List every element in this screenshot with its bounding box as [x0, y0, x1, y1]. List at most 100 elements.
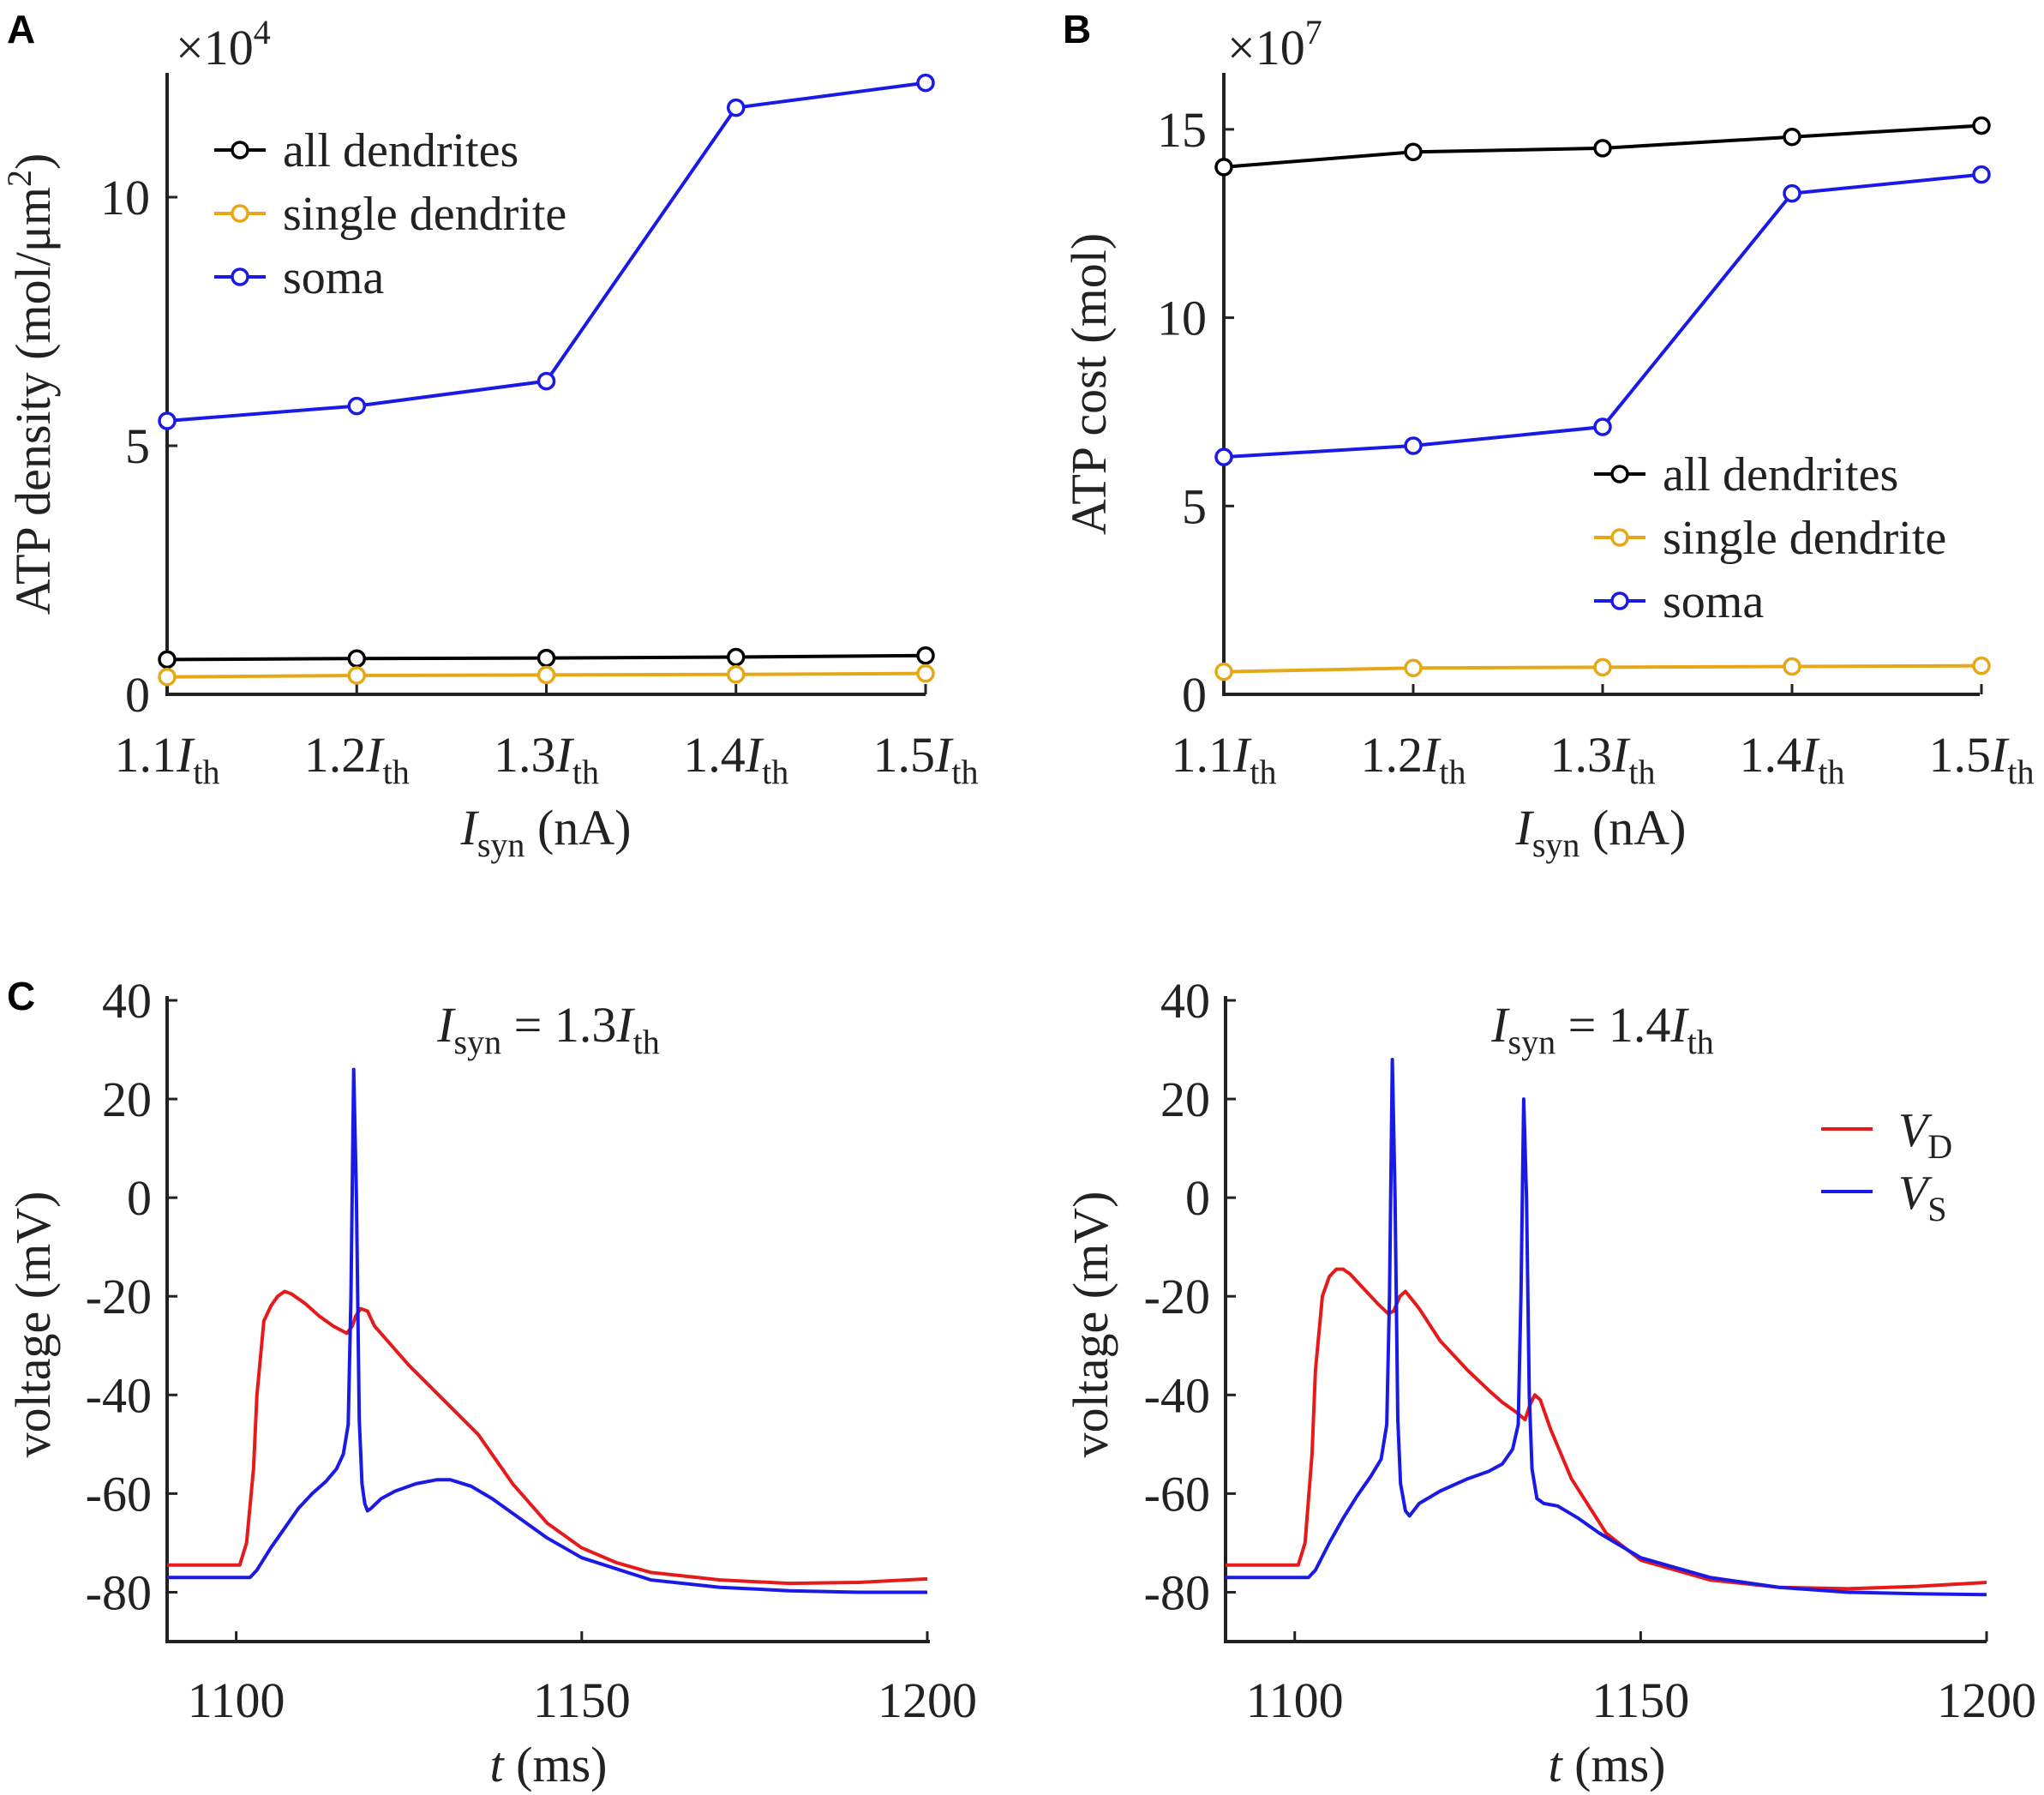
x-tick-label: 1100 [1246, 1672, 1344, 1728]
data-point [916, 646, 935, 665]
y-tick-label: -20 [1144, 1269, 1210, 1324]
panel-c-left-y-label: voltage (mV) [5, 1192, 61, 1458]
panel-c-left-chart: C 40 20 0 -20 -40 -60 -80 1100 1150 1200 Isyn = 1… [5, 973, 977, 1792]
y-tick-label: -80 [86, 1564, 152, 1620]
data-point [536, 665, 556, 685]
data-point [1593, 139, 1612, 158]
panel-b-y-label: ATP cost (mol) [1061, 233, 1117, 535]
data-point [1404, 436, 1423, 455]
data-point [536, 648, 556, 668]
y-tick-label: 20 [102, 1072, 152, 1127]
data-point [1214, 662, 1233, 681]
panel-a-multiplier: ×104 [176, 13, 271, 75]
data-point [1783, 127, 1801, 147]
x-tick-label: 1.2Ith [304, 727, 410, 791]
x-tick-label: 1.5Ith [873, 727, 979, 791]
panel-b-letter: B [1063, 7, 1091, 51]
data-point [158, 667, 177, 687]
panel-b-x-label: Isyn (nA) [1515, 800, 1687, 864]
legend-label: VS [1898, 1167, 1946, 1228]
x-tick-label: 1.3Ith [1550, 727, 1656, 791]
x-tick-label: 1.4Ith [1740, 727, 1845, 791]
legend-marker [231, 141, 249, 159]
panel-c-left-x-label: t (ms) [490, 1737, 608, 1792]
panel-a-chart: A 0 5 10 1.1Ith 1.2Ith 1.3Ith 1.4Ith 1.5Ith ×10… [0, 7, 978, 864]
y-tick-label: 20 [1160, 1072, 1210, 1127]
panel-a-x-label: Isyn (nA) [460, 800, 632, 864]
data-point [916, 663, 935, 683]
data-point [158, 411, 177, 430]
y-tick-label: -60 [86, 1466, 152, 1522]
panel-c-right-y-label: voltage (mV) [1063, 1192, 1118, 1458]
data-point [1783, 657, 1801, 676]
data-point [536, 371, 556, 391]
y-tick-label: -40 [86, 1367, 152, 1423]
y-tick-label: 0 [125, 667, 150, 723]
y-tick-label: -20 [86, 1269, 152, 1324]
data-point [916, 73, 935, 93]
data-point [1972, 165, 1991, 184]
legend-marker [231, 267, 249, 286]
y-tick-label: -40 [1144, 1367, 1210, 1423]
x-tick-label: 1.1Ith [1172, 727, 1277, 791]
x-tick-label: 1150 [533, 1672, 631, 1728]
panel-c-right-title: Isyn = 1.4Ith [1490, 997, 1714, 1061]
y-tick-label: 40 [1160, 973, 1210, 1029]
data-point [347, 396, 366, 416]
y-tick-label: -80 [1144, 1564, 1210, 1620]
legend-label: all dendrites [1663, 448, 1898, 501]
legend-label: single dendrite [283, 188, 566, 241]
x-tick-label: 1150 [1591, 1672, 1689, 1728]
panel-c-right-x-label: t (ms) [1549, 1737, 1666, 1792]
x-tick-label: 1.2Ith [1361, 727, 1466, 791]
x-tick-label: 1.1Ith [115, 727, 220, 791]
y-tick-label: 15 [1157, 102, 1207, 158]
data-point [347, 666, 366, 685]
legend-marker [1610, 528, 1629, 547]
data-point [1404, 658, 1423, 677]
legend-marker [231, 204, 249, 223]
legend-marker [1610, 465, 1629, 483]
data-point [727, 647, 746, 667]
data-point [1214, 447, 1233, 466]
y-tick-label: 5 [1182, 478, 1207, 534]
panel-a-legend: all dendrites single dendrite soma [214, 124, 566, 304]
legend-marker [1610, 591, 1629, 610]
trace-V-S [167, 1067, 927, 1594]
panel-b-chart: B 0 5 10 15 1.1Ith 1.2Ith 1.3Ith 1.4Ith 1.5Ith ×… [1061, 7, 2034, 864]
panel-a-y-label: ATP density (mol/μm2) [0, 153, 61, 615]
trace-V-D [167, 1289, 928, 1586]
data-point [347, 649, 366, 668]
x-tick-label: 1.4Ith [683, 727, 788, 791]
y-tick-label: 40 [102, 973, 152, 1029]
x-tick-label: 1100 [188, 1672, 285, 1728]
data-point [1972, 116, 1991, 135]
panel-b-multiplier: ×107 [1227, 13, 1322, 75]
panel-c-letter: C [7, 974, 35, 1018]
legend-label: VD [1898, 1104, 1952, 1166]
legend-label: soma [1663, 575, 1764, 628]
x-tick-label: 1200 [1937, 1672, 2036, 1728]
legend-label: single dendrite [1663, 512, 1946, 565]
panel-c-left-title: Isyn = 1.3Ith [436, 997, 660, 1061]
data-point [727, 98, 746, 117]
x-tick-label: 1200 [878, 1672, 977, 1728]
y-tick-label: 5 [125, 418, 150, 474]
y-tick-label: 0 [1182, 667, 1207, 723]
data-point [1593, 657, 1612, 677]
y-tick-label: -60 [1144, 1466, 1210, 1522]
data-point [727, 665, 746, 684]
data-point [1783, 183, 1801, 203]
y-tick-label: 10 [1157, 291, 1207, 346]
y-tick-label: 0 [127, 1170, 152, 1226]
data-point [1593, 417, 1612, 436]
data-point [1214, 158, 1233, 177]
y-tick-label: 0 [1185, 1170, 1210, 1226]
legend-label: all dendrites [283, 124, 518, 177]
panel-b-legend: all dendrites single dendrite soma [1594, 448, 1946, 628]
legend-label: soma [283, 251, 384, 304]
x-tick-label: 1.5Ith [1929, 727, 2035, 791]
x-tick-label: 1.3Ith [494, 727, 599, 791]
panel-c-right-chart: 40 20 0 -20 -40 -60 -80 1100 1150 1200 Isyn = 1.4… [1063, 973, 2036, 1792]
